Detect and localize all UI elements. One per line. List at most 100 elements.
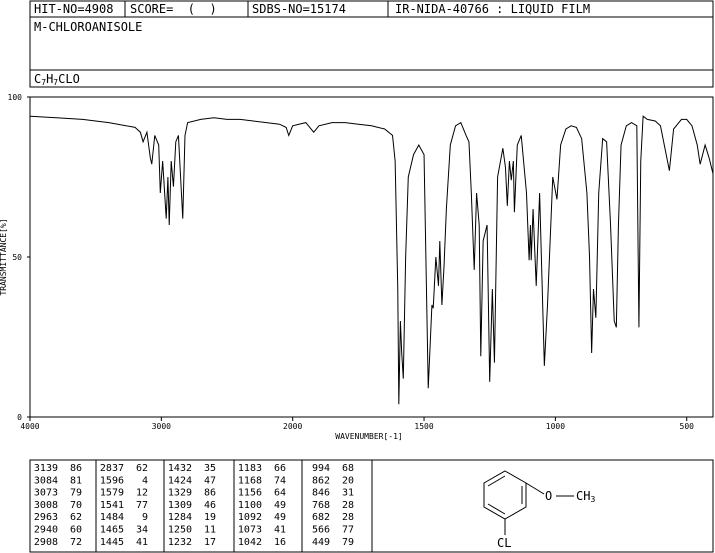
- peak-wavenumber: 1284: [168, 512, 192, 523]
- peak-table: 3139 86 3084 81 3073 79 3008 70 2963 62 2940 60 2908…: [34, 460, 354, 552]
- y-tick-label: 100: [8, 93, 23, 102]
- peak-transmittance: 86: [70, 463, 82, 474]
- peak-wavenumber: 1183: [238, 463, 262, 474]
- peak-transmittance: 72: [70, 537, 82, 548]
- peak-transmittance: 47: [204, 475, 216, 486]
- peak-wavenumber: 1484: [100, 512, 124, 523]
- peak-transmittance: 46: [204, 500, 216, 511]
- x-axis-title: WAVENUMBER[-1]: [335, 432, 402, 441]
- peak-wavenumber: 1579: [100, 488, 124, 499]
- peak-transmittance: 66: [274, 463, 286, 474]
- peak-transmittance: 62: [70, 512, 82, 523]
- peak-transmittance: 20: [342, 475, 354, 486]
- peak-transmittance: 70: [70, 500, 82, 511]
- peak-transmittance: 35: [204, 463, 216, 474]
- peak-wavenumber: 1232: [168, 537, 192, 548]
- sdbs-no: SDBS-NO=15174: [252, 2, 346, 16]
- peak-transmittance: 9: [142, 512, 148, 523]
- x-tick-label: 1500: [414, 422, 433, 431]
- peak-transmittance: 74: [274, 475, 286, 486]
- peak-wavenumber: 1100: [238, 500, 262, 511]
- peak-wavenumber: 1042: [238, 537, 262, 548]
- x-tick-label: 2000: [283, 422, 302, 431]
- peak-wavenumber: 1329: [168, 488, 192, 499]
- plot-frame: [29, 96, 714, 418]
- peak-wavenumber: 846: [312, 488, 330, 499]
- peak-wavenumber: 1250: [168, 525, 192, 536]
- peak-transmittance: 79: [70, 488, 82, 499]
- peak-wavenumber: 1541: [100, 500, 124, 511]
- peak-transmittance: 28: [342, 500, 354, 511]
- header-frame: [29, 0, 714, 88]
- y-axis-title: TRANSMITTANCE[%]: [0, 218, 8, 295]
- peak-wavenumber: 3008: [34, 500, 58, 511]
- peak-transmittance: 49: [274, 500, 286, 511]
- peak-transmittance: 11: [204, 525, 216, 536]
- peak-wavenumber: 2940: [34, 525, 58, 536]
- peak-wavenumber: 2908: [34, 537, 58, 548]
- peak-transmittance: 77: [136, 500, 148, 511]
- x-tick-label: 4000: [20, 422, 39, 431]
- peak-wavenumber: 1465: [100, 525, 124, 536]
- methyl-label: CH3: [576, 489, 595, 504]
- peak-transmittance: 64: [274, 488, 286, 499]
- double-bond: [487, 475, 506, 487]
- peak-transmittance: 41: [274, 525, 286, 536]
- peak-wavenumber: 1156: [238, 488, 262, 499]
- peak-wavenumber: 566: [312, 525, 330, 536]
- peak-transmittance: 62: [136, 463, 148, 474]
- methyl-part: CH: [576, 489, 590, 503]
- peak-transmittance: 34: [136, 525, 148, 536]
- x-tick-label: 1000: [546, 422, 565, 431]
- formula: C7H7CLO: [34, 72, 80, 87]
- peak-transmittance: 17: [204, 537, 216, 548]
- y-tick-label: 50: [12, 253, 22, 262]
- peak-wavenumber: 768: [312, 500, 330, 511]
- peak-transmittance: 41: [136, 537, 148, 548]
- peak-wavenumber: 1596: [100, 475, 124, 486]
- peak-transmittance: 28: [342, 512, 354, 523]
- y-tick-label: 0: [17, 413, 22, 422]
- methyl-sub: 3: [590, 495, 595, 504]
- structure: [483, 470, 574, 535]
- peak-transmittance: 68: [342, 463, 354, 474]
- peak-transmittance: 60: [70, 525, 82, 536]
- formula-part: C: [34, 72, 41, 86]
- chlorine-label: CL: [497, 536, 511, 550]
- peak-wavenumber: 2963: [34, 512, 58, 523]
- oxygen-label: O: [545, 489, 552, 503]
- formula-part: H: [46, 72, 53, 86]
- peak-transmittance: 81: [70, 475, 82, 486]
- peak-transmittance: 4: [142, 475, 148, 486]
- compound-name: M-CHLOROANISOLE: [34, 20, 142, 34]
- peak-wavenumber: 862: [312, 475, 330, 486]
- bond: [525, 482, 545, 495]
- score: SCORE= ( ): [130, 2, 217, 16]
- peak-wavenumber: 1092: [238, 512, 262, 523]
- benzene-ring: [483, 470, 527, 520]
- peak-transmittance: 19: [204, 512, 216, 523]
- peak-wavenumber: 3139: [34, 463, 58, 474]
- peak-wavenumber: 1432: [168, 463, 192, 474]
- peak-wavenumber: 994: [312, 463, 330, 474]
- spectrum-line: [29, 115, 714, 405]
- peak-wavenumber: 2837: [100, 463, 124, 474]
- peak-transmittance: 86: [204, 488, 216, 499]
- formula-sub: 7: [41, 78, 46, 87]
- peak-wavenumber: 1309: [168, 500, 192, 511]
- peak-transmittance: 16: [274, 537, 286, 548]
- peak-wavenumber: 449: [312, 537, 330, 548]
- peak-wavenumber: 1168: [238, 475, 262, 486]
- method: IR-NIDA-40766 : LIQUID FILM: [395, 2, 590, 16]
- peak-transmittance: 49: [274, 512, 286, 523]
- peak-transmittance: 77: [342, 525, 354, 536]
- peak-wavenumber: 682: [312, 512, 330, 523]
- peak-wavenumber: 1424: [168, 475, 192, 486]
- peak-wavenumber: 1073: [238, 525, 262, 536]
- x-tick-label: 500: [680, 422, 695, 431]
- plot: 4000 3000 2000 1500 1000 500 0 50 100: [8, 93, 714, 431]
- peak-wavenumber: 3073: [34, 488, 58, 499]
- peak-transmittance: 79: [342, 537, 354, 548]
- peak-wavenumber: 1445: [100, 537, 124, 548]
